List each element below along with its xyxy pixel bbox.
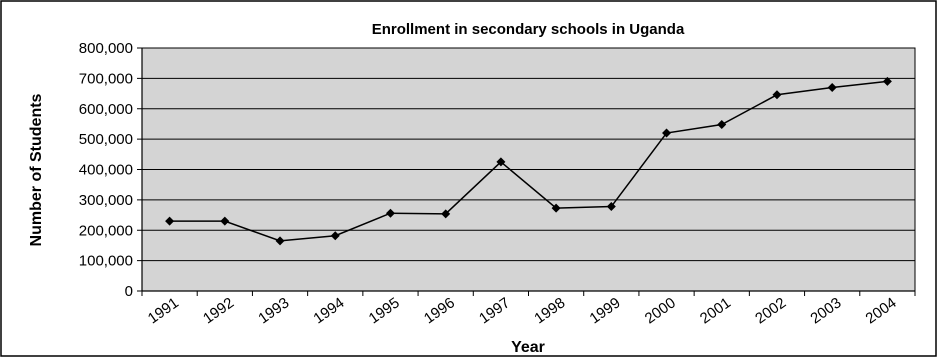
y-tick-label: 300,000 <box>79 192 133 209</box>
data-point-marker <box>772 90 782 100</box>
data-point-marker <box>385 208 395 218</box>
y-tick-label: 600,000 <box>79 101 133 118</box>
data-point-marker <box>827 82 837 92</box>
data-point-marker <box>275 236 285 246</box>
data-point-marker <box>882 76 892 86</box>
y-tick-label: 700,000 <box>79 70 133 87</box>
series-layer <box>165 76 892 246</box>
grid-lines <box>142 47 915 262</box>
chart-title: Enrollment in secondary schools in Ugand… <box>372 21 685 38</box>
data-point-marker <box>717 120 727 130</box>
y-tick-label: 800,000 <box>79 40 133 57</box>
y-tick-labels: 0 100,000 200,000 300,000 400,000 500,000 600,… <box>79 40 142 300</box>
y-tick-label: 200,000 <box>79 222 133 239</box>
y-tick-label: 0 <box>125 283 133 300</box>
x-axis-title: Year <box>511 339 545 356</box>
data-point-marker <box>662 128 672 138</box>
data-point-marker <box>551 203 561 213</box>
y-axis-title: Number of Students <box>28 93 45 246</box>
data-point-marker <box>496 157 506 167</box>
data-point-marker <box>330 231 340 241</box>
data-point-marker <box>220 216 230 226</box>
y-tick-label: 500,000 <box>79 131 133 148</box>
y-tick-label: 100,000 <box>79 253 133 270</box>
series-line <box>169 80 888 242</box>
data-point-marker <box>606 202 616 212</box>
y-tick-label: 400,000 <box>79 162 133 179</box>
data-point-marker <box>441 209 451 219</box>
data-point-marker <box>165 216 175 226</box>
